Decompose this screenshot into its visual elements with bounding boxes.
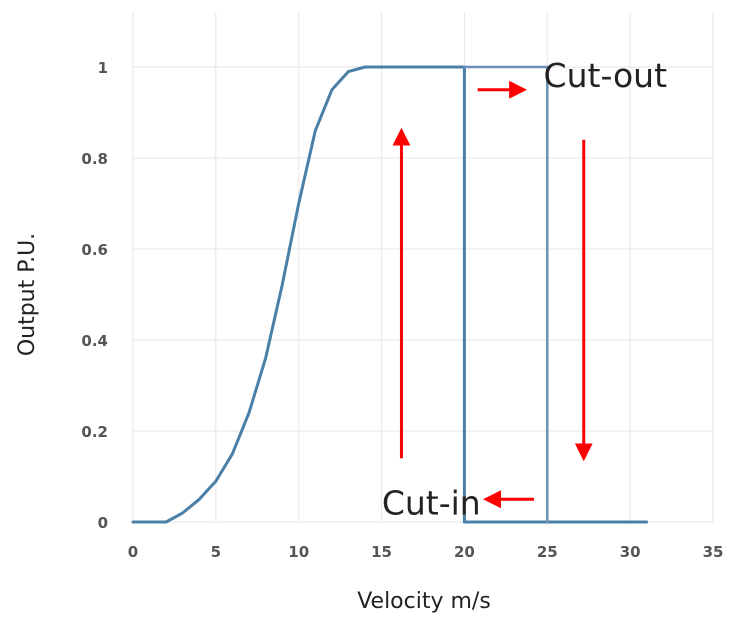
y-tick-label: 0.4 bbox=[81, 332, 108, 350]
series-line bbox=[131, 65, 649, 524]
x-tick-label: 20 bbox=[454, 543, 475, 561]
x-axis-label: Velocity m/s bbox=[357, 589, 491, 614]
arrows-group bbox=[392, 80, 593, 509]
y-tick-label: 0.6 bbox=[81, 241, 108, 259]
annotations-group: Cut-out Cut-in bbox=[382, 56, 667, 523]
tick-labels: 0 5 10 15 20 25 30 35 0 0.2 0.4 0.6 0.8 1 bbox=[81, 59, 723, 561]
x-tick-label: 15 bbox=[371, 543, 392, 561]
x-tick-label: 25 bbox=[537, 543, 558, 561]
y-axis-label: Output P.U. bbox=[15, 233, 40, 356]
x-tick-label: 10 bbox=[288, 543, 309, 561]
x-tick-label: 0 bbox=[128, 543, 138, 561]
y-tick-label: 0.2 bbox=[81, 423, 108, 441]
x-tick-label: 5 bbox=[211, 543, 221, 561]
series-line bbox=[463, 65, 549, 524]
x-tick-label: 30 bbox=[620, 543, 641, 561]
series-group bbox=[131, 65, 649, 524]
y-tick-label: 0.8 bbox=[81, 150, 108, 168]
y-tick-label: 0 bbox=[98, 514, 108, 532]
y-tick-label: 1 bbox=[98, 59, 108, 77]
x-tick-label: 35 bbox=[703, 543, 724, 561]
annotation-label: Cut-out bbox=[544, 56, 668, 95]
annotation-label: Cut-in bbox=[382, 484, 481, 523]
